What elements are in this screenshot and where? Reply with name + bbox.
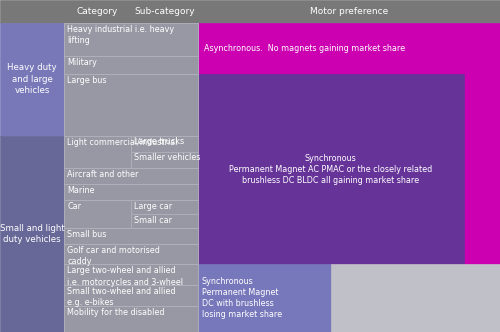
Bar <box>64 228 198 244</box>
Text: Small car: Small car <box>134 215 172 224</box>
Text: Small bus: Small bus <box>67 230 106 239</box>
Text: Synchronous
Permanent Magnet
DC with brushless
losing market share: Synchronous Permanent Magnet DC with bru… <box>202 277 281 319</box>
Text: Category: Category <box>77 7 118 16</box>
Bar <box>64 135 131 168</box>
Text: Asynchronous.  No magnets gaining market share: Asynchronous. No magnets gaining market … <box>204 44 404 53</box>
Bar <box>131 135 198 152</box>
Bar <box>198 264 330 332</box>
Text: Golf car and motorised
caddy: Golf car and motorised caddy <box>67 246 160 266</box>
Text: Large car: Large car <box>134 202 172 211</box>
Text: Smaller vehicles: Smaller vehicles <box>134 153 200 162</box>
Text: Marine: Marine <box>67 186 94 195</box>
Text: Military: Military <box>67 58 97 67</box>
Text: Aircraft and other: Aircraft and other <box>67 170 138 179</box>
Bar <box>64 264 198 285</box>
Bar <box>330 264 500 332</box>
Text: Light commercial/industrial: Light commercial/industrial <box>67 137 178 146</box>
Bar <box>0 0 500 23</box>
Bar <box>64 184 198 200</box>
Text: Heavy industrial i.e. heavy
lifting: Heavy industrial i.e. heavy lifting <box>67 25 174 45</box>
Bar <box>0 23 64 135</box>
Bar <box>131 200 198 214</box>
Bar <box>64 306 198 332</box>
Bar <box>64 285 198 306</box>
Text: Small and light
duty vehicles: Small and light duty vehicles <box>0 224 64 244</box>
Text: Motor preference: Motor preference <box>310 7 388 16</box>
Bar <box>131 152 198 168</box>
Text: Large trucks: Large trucks <box>134 137 184 146</box>
Bar <box>64 74 198 135</box>
Text: Synchronous
Permanent Magnet AC PMAC or the closely related
brushless DC BLDC al: Synchronous Permanent Magnet AC PMAC or … <box>229 154 432 185</box>
Bar <box>64 23 198 56</box>
Text: Heavy duty
and large
vehicles: Heavy duty and large vehicles <box>7 63 57 95</box>
Bar <box>64 168 198 184</box>
Bar <box>64 244 198 264</box>
Bar <box>198 74 464 264</box>
Bar <box>198 23 500 332</box>
Bar <box>64 56 198 74</box>
Bar <box>131 214 198 228</box>
Text: Car: Car <box>67 202 81 211</box>
Text: Large bus: Large bus <box>67 76 106 85</box>
Bar <box>64 200 131 228</box>
Text: Mobility for the disabled: Mobility for the disabled <box>67 308 164 317</box>
Text: Large two-wheel and allied
i.e. motorcycles and 3-wheel: Large two-wheel and allied i.e. motorcyc… <box>67 266 183 287</box>
Bar <box>0 135 64 332</box>
Text: Small two-wheel and allied
e.g. e-bikes: Small two-wheel and allied e.g. e-bikes <box>67 287 176 307</box>
Text: Sub-category: Sub-category <box>134 7 194 16</box>
